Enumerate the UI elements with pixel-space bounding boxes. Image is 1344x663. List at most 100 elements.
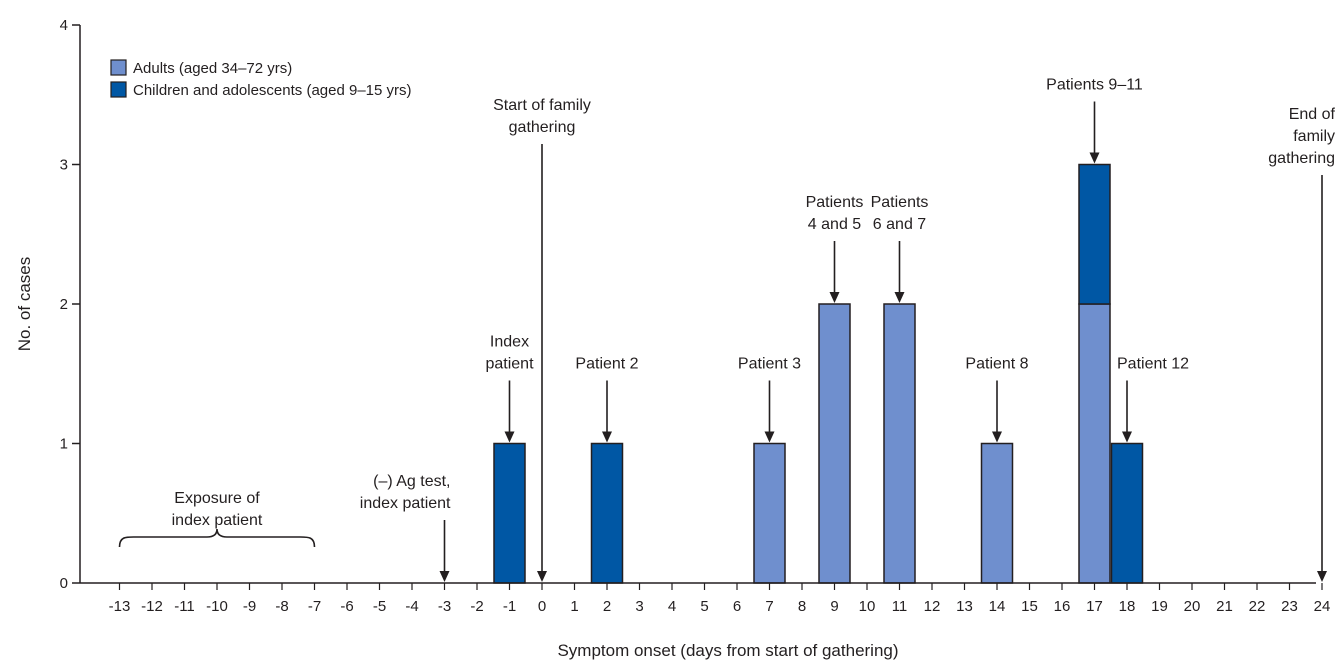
annotation-text: index patient bbox=[360, 495, 451, 512]
y-tick-label: 0 bbox=[60, 575, 68, 592]
legend: Adults (aged 34–72 yrs) Children and ado… bbox=[110, 59, 412, 99]
x-tick-label: 16 bbox=[1054, 598, 1071, 615]
bar-children-day--1 bbox=[493, 442, 526, 584]
x-tick-label: 21 bbox=[1216, 598, 1233, 615]
bar-adults-day-7 bbox=[753, 442, 786, 584]
annotation-p8: Patient 8 bbox=[965, 356, 1029, 443]
y-tick-label: 3 bbox=[60, 157, 68, 174]
x-tick-label: -3 bbox=[438, 598, 451, 615]
x-tick-labels: -13 -12 -11 -10 -9 -8 -7 -6 -5 -4 -3 -2 -1 0 1 2 3 4 5 6 7 8 9… bbox=[109, 583, 1331, 615]
y-tick-label: 2 bbox=[60, 296, 68, 313]
annotation-text: Patients bbox=[871, 194, 929, 211]
x-tick-label: -2 bbox=[470, 598, 483, 615]
annotation-text: family bbox=[1293, 128, 1335, 145]
exposure-brace bbox=[118, 528, 316, 548]
x-tick-label: 12 bbox=[924, 598, 941, 615]
bar-adults-day-17 bbox=[1078, 303, 1111, 584]
x-tick-label: 3 bbox=[635, 598, 643, 615]
x-tick-label: 14 bbox=[989, 598, 1006, 615]
annotation-p45: Patients 4 and 5 bbox=[806, 194, 864, 303]
x-tick-label: 2 bbox=[603, 598, 611, 615]
y-tick-label: 4 bbox=[60, 17, 68, 34]
annotation-arrow-head bbox=[764, 431, 775, 443]
x-tick-label: 18 bbox=[1119, 598, 1136, 615]
x-tick-label: 13 bbox=[956, 598, 973, 615]
annotation-text: Start of family bbox=[493, 97, 591, 114]
legend-label-adults: Adults (aged 34–72 yrs) bbox=[133, 60, 292, 77]
annotation-text: index patient bbox=[172, 512, 263, 529]
annotation-arrow-head bbox=[829, 292, 840, 303]
annotation-text: patient bbox=[485, 356, 534, 373]
annotation-text: Exposure of bbox=[174, 490, 260, 507]
x-tick-label: -5 bbox=[373, 598, 386, 615]
annotation-text: Patients bbox=[806, 194, 864, 211]
x-tick-label: -1 bbox=[503, 598, 516, 615]
x-tick-label: 8 bbox=[798, 598, 806, 615]
annotation-text: Index bbox=[490, 334, 529, 351]
x-tick-label: -10 bbox=[206, 598, 228, 615]
annotation-text: End of bbox=[1289, 106, 1336, 123]
bar-adults-day-11 bbox=[883, 303, 916, 584]
annotation-text: Patient 2 bbox=[575, 356, 638, 373]
x-tick-label: -11 bbox=[174, 598, 195, 615]
annotation-arrow-head bbox=[602, 431, 612, 443]
x-tick-label: 4 bbox=[668, 598, 676, 615]
legend-swatch-adults bbox=[110, 59, 127, 76]
annotation-end: End of family gathering bbox=[1268, 106, 1336, 582]
x-tick-label: -13 bbox=[109, 598, 131, 615]
annotation-arrow-head bbox=[1122, 431, 1132, 443]
annotation-ag-test: (–) Ag test, index patient bbox=[360, 473, 451, 582]
legend-label-children: Children and adolescents (aged 9–15 yrs) bbox=[133, 82, 412, 99]
x-tick-label: 11 bbox=[892, 598, 908, 615]
annotation-text: gathering bbox=[509, 119, 576, 136]
legend-swatch-children bbox=[110, 81, 127, 98]
x-axis-title: Symptom onset (days from start of gather… bbox=[557, 641, 898, 660]
x-tick-label: 0 bbox=[538, 598, 546, 615]
annotations-layer: Exposure of index patient (–) Ag test, inde… bbox=[118, 77, 1336, 582]
annotation-text: 4 and 5 bbox=[808, 216, 861, 233]
x-tick-label: 22 bbox=[1249, 598, 1266, 615]
x-tick-label: 1 bbox=[570, 598, 578, 615]
annotation-text: Patient 3 bbox=[738, 356, 801, 373]
annotation-p67: Patients 6 and 7 bbox=[871, 194, 929, 303]
x-tick-label: 24 bbox=[1314, 598, 1331, 615]
bar-adults-day-14 bbox=[980, 442, 1014, 584]
annotation-start: Start of family gathering bbox=[493, 97, 591, 582]
annotation-arrow-head bbox=[504, 431, 515, 443]
annotation-text: 6 and 7 bbox=[873, 216, 926, 233]
annotation-arrow-head bbox=[537, 571, 547, 582]
x-tick-label: 9 bbox=[830, 598, 838, 615]
bar-children-day-17 bbox=[1078, 163, 1111, 305]
x-tick-label: 23 bbox=[1281, 598, 1298, 615]
annotation-p2: Patient 2 bbox=[575, 356, 639, 443]
x-tick-label: -4 bbox=[405, 598, 418, 615]
annotation-text: Patients 9–11 bbox=[1046, 77, 1143, 94]
x-tick-label: 20 bbox=[1184, 598, 1201, 615]
y-tick-label: 1 bbox=[60, 436, 68, 453]
annotation-p12: Patient 12 bbox=[1117, 356, 1189, 443]
y-tick-labels: 0 1 2 3 4 bbox=[60, 17, 80, 592]
annotation-p3: Patient 3 bbox=[738, 356, 801, 443]
annotation-arrow-head bbox=[1089, 152, 1100, 164]
bar-children-day-18 bbox=[1110, 442, 1144, 584]
x-tick-label: -8 bbox=[275, 598, 288, 615]
annotation-p911: Patients 9–11 bbox=[1046, 77, 1143, 164]
x-tick-label: -9 bbox=[243, 598, 256, 615]
annotation-index: Index patient bbox=[485, 334, 534, 443]
annotation-arrow-head bbox=[894, 292, 905, 303]
bar-children-day-2 bbox=[590, 442, 624, 584]
annotation-text: (–) Ag test, bbox=[373, 473, 450, 490]
x-tick-label: 6 bbox=[733, 598, 741, 615]
annotation-text: gathering bbox=[1268, 150, 1335, 167]
bars-layer bbox=[493, 163, 1144, 584]
x-tick-label: 5 bbox=[700, 598, 708, 615]
x-tick-label: -7 bbox=[308, 598, 321, 615]
bar-adults-day-9 bbox=[818, 303, 851, 584]
annotation-exposure: Exposure of index patient bbox=[118, 490, 316, 548]
annotation-arrow-head bbox=[439, 571, 450, 582]
x-tick-label: 10 bbox=[859, 598, 876, 615]
y-axis-title: No. of cases bbox=[15, 257, 34, 352]
x-tick-label: -6 bbox=[340, 598, 353, 615]
annotation-text: Patient 8 bbox=[965, 356, 1028, 373]
x-tick-label: 15 bbox=[1021, 598, 1038, 615]
